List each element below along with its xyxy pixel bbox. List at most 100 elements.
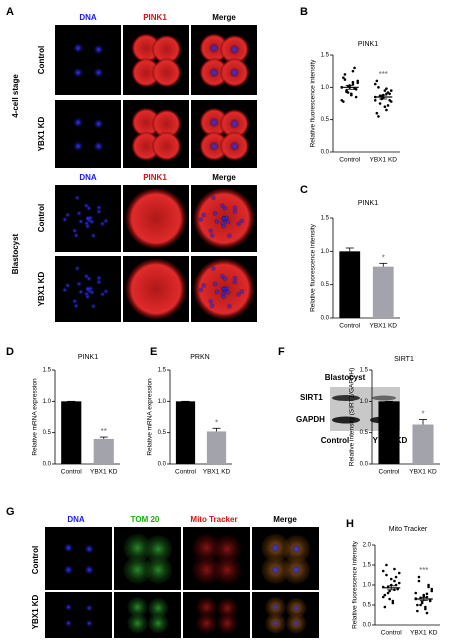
nucleus	[74, 195, 80, 201]
chart-title: Mito Tracker	[389, 526, 428, 533]
data-point	[356, 79, 360, 83]
data-point	[351, 82, 355, 86]
chart-title: PRKN	[190, 354, 209, 361]
row-label: Control	[31, 546, 40, 574]
micrograph	[114, 592, 181, 638]
y-axis-label: Relative intensity (SIRT1/GAPDH)	[349, 368, 356, 467]
data-point	[386, 591, 390, 595]
nucleus	[93, 119, 104, 129]
blot-lane-label: Control	[321, 436, 349, 445]
data-point	[378, 102, 382, 105]
nucleus	[85, 223, 91, 229]
y-tick-label: 1.5	[363, 563, 372, 569]
data-point	[385, 87, 388, 90]
panel-letter: E	[150, 346, 157, 358]
cell	[148, 613, 169, 634]
nucleus	[72, 298, 78, 304]
chart-title: PINK1	[78, 354, 98, 361]
panel-letter: G	[6, 506, 15, 518]
y-tick-label: 1.0	[321, 85, 330, 91]
y-tick-label: 1.0	[360, 399, 369, 405]
nucleus	[221, 286, 227, 292]
nucleus	[64, 565, 73, 575]
data-point	[393, 579, 396, 583]
data-point	[386, 104, 390, 107]
micrograph	[252, 527, 319, 590]
cell	[152, 109, 182, 139]
nucleus	[83, 203, 89, 209]
y-tick-label: 1.5	[321, 216, 330, 222]
nucleus	[209, 232, 215, 238]
nucleus	[96, 208, 102, 215]
x-tick-label: YBX1 KD	[90, 469, 118, 476]
data-point	[389, 89, 393, 92]
data-point	[385, 573, 388, 577]
x-tick-label: Control	[61, 469, 83, 476]
data-point	[388, 92, 391, 96]
panel-letter: D	[6, 346, 14, 358]
data-point	[425, 592, 429, 596]
data-point	[420, 600, 424, 604]
nucleus	[235, 291, 242, 297]
bar	[61, 401, 82, 464]
x-tick-label: YBX1 KD	[203, 469, 231, 476]
y-tick-label: 0.5	[158, 430, 167, 436]
data-point	[377, 86, 380, 89]
panel-letter: C	[300, 184, 308, 196]
data-point	[377, 115, 380, 118]
cell	[125, 188, 187, 249]
y-tick-label: 0.0	[321, 150, 330, 156]
data-point	[427, 583, 430, 587]
nucleus	[271, 565, 280, 575]
nucleus	[74, 265, 80, 271]
chart-title: SIRT1	[394, 356, 414, 363]
data-point	[414, 591, 418, 595]
chart-title: PINK1	[358, 41, 378, 48]
y-tick-label: 0.0	[360, 462, 369, 468]
column-header: DNA	[79, 13, 97, 22]
stage-label: 4-cell stage	[11, 74, 20, 118]
nucleus	[209, 141, 219, 151]
y-tick-label: 1.0	[43, 399, 52, 405]
nucleus	[89, 219, 95, 225]
data-point	[427, 585, 430, 589]
nucleus	[73, 232, 79, 238]
nucleus	[90, 233, 96, 239]
cell	[217, 597, 238, 619]
nucleus	[73, 303, 79, 309]
nucleus	[209, 43, 219, 53]
data-point	[422, 594, 426, 598]
nucleus	[84, 565, 94, 575]
column-header: PINK1	[143, 173, 167, 182]
data-point	[388, 589, 391, 593]
cell	[213, 555, 242, 584]
x-tick-label: YBX1 KD	[409, 469, 437, 476]
cell	[196, 613, 217, 634]
x-tick-label: YBX1 KD	[370, 157, 398, 164]
blot-band	[372, 395, 396, 401]
data-point	[375, 79, 379, 83]
chart-title: PINK1	[358, 200, 378, 207]
data-point	[430, 589, 434, 593]
significance: ***	[419, 566, 428, 575]
nucleus	[85, 620, 93, 627]
blot-band-label: SIRT1	[300, 393, 323, 402]
nucleus	[239, 218, 245, 224]
micrograph	[114, 527, 181, 590]
data-point	[425, 611, 429, 615]
bar	[372, 266, 394, 318]
data-point	[353, 66, 356, 70]
micrograph	[191, 25, 257, 95]
nucleus	[226, 303, 232, 309]
y-tick-label: 0.0	[363, 623, 372, 629]
cell	[152, 131, 182, 161]
row-label: YBX1 KD	[37, 271, 46, 306]
nucleus	[291, 544, 301, 554]
nucleus	[198, 216, 204, 223]
data-point	[381, 595, 385, 599]
y-tick-label: 0.5	[321, 282, 330, 288]
nucleus	[65, 620, 72, 627]
cell	[217, 613, 238, 634]
data-point	[343, 78, 347, 81]
